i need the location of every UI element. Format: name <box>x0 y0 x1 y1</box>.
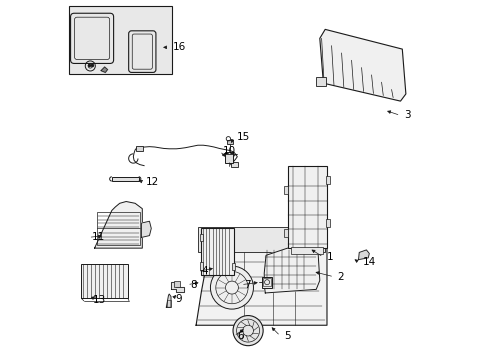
Polygon shape <box>264 248 319 293</box>
Bar <box>230 162 238 167</box>
Text: 6: 6 <box>237 331 244 341</box>
Bar <box>81 264 128 298</box>
Text: 5: 5 <box>284 331 290 341</box>
Bar <box>232 263 235 270</box>
Text: 13: 13 <box>93 295 106 305</box>
Text: 4: 4 <box>201 266 208 276</box>
Bar <box>287 166 326 248</box>
Polygon shape <box>94 202 142 248</box>
Text: 2: 2 <box>337 272 344 282</box>
Text: 10: 10 <box>223 146 236 156</box>
Bar <box>284 186 287 194</box>
Bar <box>97 212 140 245</box>
Text: 8: 8 <box>190 280 197 290</box>
Bar <box>200 234 203 241</box>
Bar <box>200 262 203 270</box>
Bar <box>69 6 171 74</box>
Polygon shape <box>166 294 171 307</box>
Polygon shape <box>171 282 183 292</box>
Bar <box>198 226 325 252</box>
Polygon shape <box>358 250 368 260</box>
Bar <box>201 228 233 275</box>
Bar <box>263 278 270 286</box>
Text: 11: 11 <box>92 232 105 242</box>
Bar <box>284 229 287 237</box>
Circle shape <box>233 316 263 346</box>
Text: 9: 9 <box>175 294 182 305</box>
Bar <box>227 140 233 144</box>
Text: 7: 7 <box>244 280 251 290</box>
Bar <box>316 77 325 86</box>
Text: 15: 15 <box>236 132 249 142</box>
Bar <box>166 300 170 307</box>
Text: 12: 12 <box>145 177 159 187</box>
Bar <box>325 219 329 226</box>
Text: 1: 1 <box>326 252 333 262</box>
Circle shape <box>210 266 253 309</box>
Text: 16: 16 <box>172 42 185 52</box>
Text: 3: 3 <box>403 111 410 121</box>
Bar <box>112 177 139 181</box>
Bar <box>290 247 323 253</box>
Bar <box>325 176 329 184</box>
Bar <box>174 281 180 287</box>
Bar <box>261 277 272 288</box>
Bar <box>136 145 142 151</box>
Polygon shape <box>196 226 326 325</box>
Polygon shape <box>319 30 405 101</box>
Bar <box>225 152 233 163</box>
Polygon shape <box>142 221 151 237</box>
Polygon shape <box>101 67 107 72</box>
Text: 14: 14 <box>362 257 375 267</box>
